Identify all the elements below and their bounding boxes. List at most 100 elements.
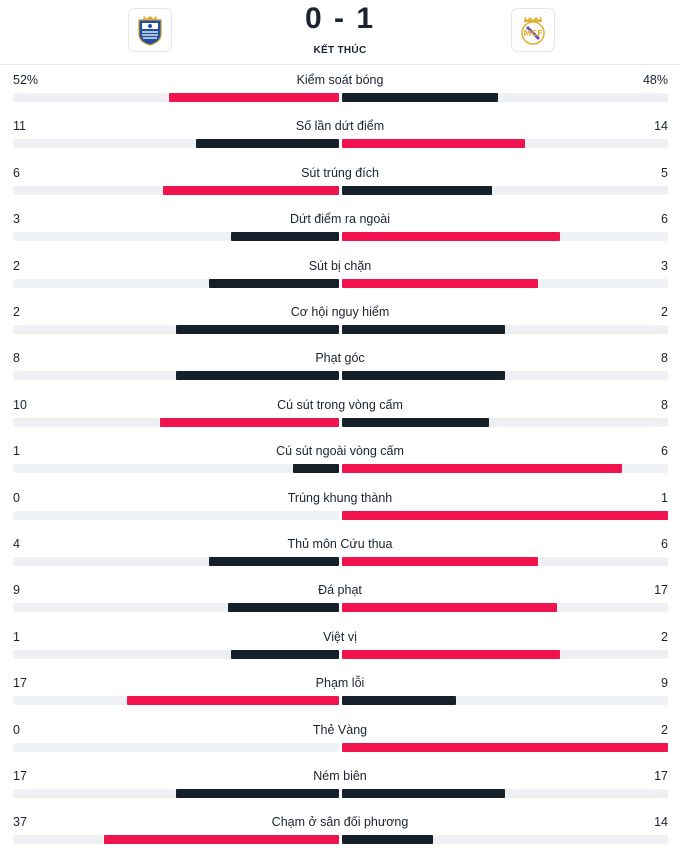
stat-row: 2 Sút bị chặn 3 <box>0 258 680 304</box>
away-stat-bar <box>342 93 498 102</box>
away-stat-bar <box>342 557 538 566</box>
home-stat-track <box>13 185 339 195</box>
away-stat-value: 17 <box>654 583 668 598</box>
away-stat-bar <box>342 417 489 427</box>
stat-label: Sút trúng đích <box>301 165 379 180</box>
home-stat-track <box>13 603 339 613</box>
stat-row: 0 Trúng khung thành 1 <box>0 490 680 536</box>
away-stat-track <box>342 696 668 706</box>
away-stat-bar <box>342 371 505 381</box>
away-stat-bar <box>342 742 668 752</box>
home-stat-value: 3 <box>13 212 20 227</box>
home-stat-bar <box>196 139 339 149</box>
away-stat-value: 5 <box>661 165 668 180</box>
home-stat-bar <box>209 278 339 288</box>
away-stat-bar <box>342 789 505 798</box>
real-sociedad-crest-icon <box>138 15 162 46</box>
away-stat-track <box>342 232 668 242</box>
home-stat-track <box>13 464 339 474</box>
stat-label: Kiểm soát bóng <box>296 73 384 87</box>
away-stat-bar <box>342 835 433 845</box>
away-stat-value: 2 <box>661 722 668 737</box>
away-stat-bar <box>342 139 525 149</box>
home-stat-value: 17 <box>13 769 27 783</box>
home-stat-value: 6 <box>13 165 20 180</box>
away-stat-value: 8 <box>661 351 668 366</box>
away-stat-bar <box>342 278 538 288</box>
home-stat-value: 17 <box>13 676 27 691</box>
stat-row: 6 Sút trúng đích 5 <box>0 165 680 211</box>
stat-row: 8 Phạt góc 8 <box>0 350 680 396</box>
stat-label: Số lần dứt điểm <box>295 119 385 134</box>
home-stat-value: 2 <box>13 305 20 319</box>
away-stat-track <box>342 185 668 195</box>
home-stat-value: 8 <box>13 351 20 366</box>
home-stat-value: 0 <box>13 722 20 737</box>
home-stat-bar <box>231 649 339 659</box>
away-stat-bar <box>342 232 560 242</box>
away-stat-value: 14 <box>654 815 668 830</box>
stat-row: 52% Kiểm soát bóng 48% <box>0 72 680 118</box>
real-madrid-crest-icon: MCF <box>521 16 545 45</box>
match-score: 0 - 1 <box>304 2 376 35</box>
stat-label: Cú sút trong vòng cấm <box>277 397 403 412</box>
away-stat-track <box>342 278 668 288</box>
away-stat-track <box>342 789 668 798</box>
home-stat-track <box>13 696 339 706</box>
away-stat-bar <box>342 696 456 706</box>
home-stat-value: 1 <box>13 444 20 459</box>
away-stat-bar <box>342 649 560 659</box>
home-stat-bar <box>228 603 339 613</box>
stat-row: 3 Dứt điểm ra ngoài 6 <box>0 211 680 257</box>
stat-label: Cơ hội nguy hiểm <box>290 305 390 319</box>
stat-row: 2 Cơ hội nguy hiểm 2 <box>0 304 680 350</box>
stat-row: 37 Chạm ở sân đối phương 14 <box>0 814 680 860</box>
stat-label: Thẻ Vàng <box>312 722 368 737</box>
home-stat-track <box>13 649 339 659</box>
away-stat-track <box>342 325 668 334</box>
home-stat-bar <box>176 371 339 381</box>
away-team-logo[interactable]: MCF <box>511 8 555 52</box>
home-stat-track <box>13 789 339 798</box>
stat-row: 10 Cú sút trong vòng cấm 8 <box>0 397 680 443</box>
stat-row: 0 Thẻ Vàng 2 <box>0 722 680 768</box>
stat-label: Việt vị <box>323 629 357 644</box>
away-stat-value: 2 <box>661 629 668 644</box>
stat-label: Thủ môn Cứu thua <box>287 537 393 551</box>
away-stat-bar <box>342 603 557 613</box>
away-stat-value: 3 <box>661 258 668 273</box>
svg-text:MCF: MCF <box>523 29 542 38</box>
away-stat-bar <box>342 185 492 195</box>
home-stat-bar <box>163 185 339 195</box>
home-stat-bar <box>231 232 339 242</box>
away-stat-value: 6 <box>661 537 668 551</box>
away-stat-track <box>342 835 668 845</box>
home-stat-track <box>13 232 339 242</box>
home-stat-bar <box>127 696 339 706</box>
stat-label: Ném biên <box>313 769 367 783</box>
away-stat-track <box>342 742 668 752</box>
away-stat-track <box>342 139 668 149</box>
home-stat-bar <box>160 417 339 427</box>
away-stat-value: 6 <box>661 444 668 459</box>
home-stat-value: 1 <box>13 629 20 644</box>
away-stat-track <box>342 557 668 566</box>
stat-row: 1 Cú sút ngoài vòng cấm 6 <box>0 443 680 489</box>
home-stat-track <box>13 139 339 149</box>
away-stat-value: 9 <box>661 676 668 691</box>
away-stat-track <box>342 603 668 613</box>
stat-label: Phạt góc <box>315 351 365 366</box>
home-stat-value: 11 <box>13 119 26 134</box>
home-stat-bar <box>293 464 339 474</box>
away-stat-bar <box>342 464 622 474</box>
away-stat-value: 17 <box>654 769 668 783</box>
home-stat-bar <box>104 835 339 845</box>
home-team-logo[interactable] <box>128 8 172 52</box>
home-stat-value: 9 <box>13 583 20 598</box>
match-header: 0 - 1 KẾT THÚC MCF <box>0 0 680 65</box>
home-stat-value: 0 <box>13 490 20 505</box>
stat-row: 11 Số lần dứt điểm 14 <box>0 118 680 164</box>
stat-label: Phạm lỗi <box>315 676 365 691</box>
home-stat-track <box>13 557 339 566</box>
stat-label: Đá phạt <box>318 583 362 598</box>
